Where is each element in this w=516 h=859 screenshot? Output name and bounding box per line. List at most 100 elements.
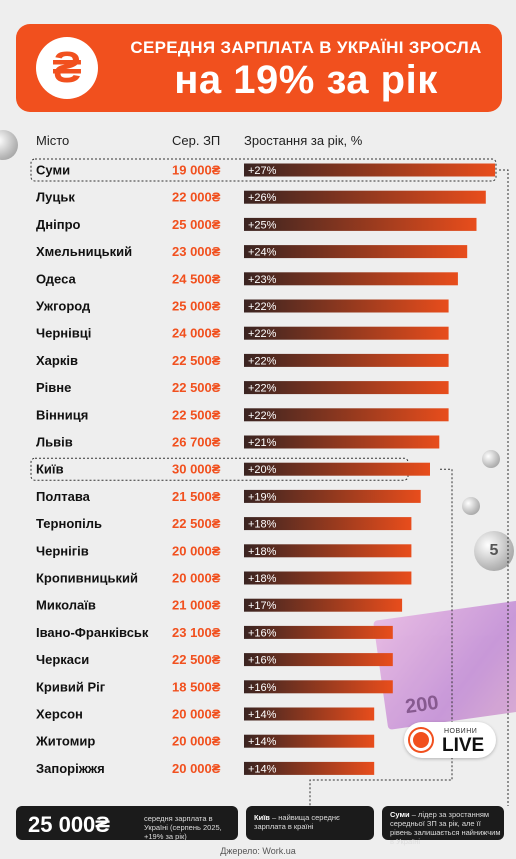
live-dot-icon [410, 729, 432, 751]
growth-bar-label: +14% [248, 736, 277, 748]
growth-bar-label: +22% [248, 410, 277, 422]
row-salary-value: 25 000₴ [172, 299, 221, 314]
growth-bar [244, 408, 449, 422]
row-salary-value: 23 000₴ [172, 244, 221, 259]
footer-kyiv-note: – найвища середнє зарплата в країні [254, 813, 340, 831]
footer-sumy-box: Суми – лідер за зростанням середньої ЗП … [382, 806, 504, 846]
kyiv-connector-line [309, 468, 453, 806]
growth-bar [244, 245, 468, 259]
growth-bar-label: +16% [248, 627, 277, 639]
row-salary-value: 22 000₴ [172, 190, 221, 205]
growth-bar [244, 462, 430, 476]
live-badge-big: LIVE [442, 735, 485, 756]
row-salary-value: 24 500₴ [172, 271, 221, 286]
growth-bar [244, 326, 449, 340]
growth-bar-label: +24% [248, 247, 277, 259]
row-city-label: Кривий Ріг [36, 679, 106, 694]
coin-icon [0, 130, 18, 160]
sumy-connector-line [499, 169, 509, 806]
row-city-label: Тернопіль [36, 516, 102, 531]
growth-bar [244, 653, 393, 667]
growth-bar-label: +27% [248, 165, 277, 177]
growth-bar-label: +25% [248, 219, 277, 231]
row-city-label: Запоріжжя [36, 761, 105, 776]
highlight-box [30, 457, 409, 481]
growth-bar-label: +16% [248, 655, 277, 667]
row-salary-value: 22 500₴ [172, 353, 221, 368]
growth-bar [244, 625, 393, 639]
footer-sumy-bold: Суми [390, 810, 410, 819]
row-city-label: Вінниця [36, 407, 88, 422]
growth-bar-label: +18% [248, 573, 277, 585]
growth-bar [244, 163, 496, 177]
column-header-city: Місто [36, 133, 70, 148]
growth-bar-label: +23% [248, 274, 277, 286]
row-salary-value: 26 700₴ [172, 435, 221, 450]
row-salary-value: 24 000₴ [172, 326, 221, 341]
growth-bar [244, 381, 449, 395]
row-city-label: Ужгород [36, 299, 91, 314]
growth-bar-label: +22% [248, 383, 277, 395]
growth-bar-label: +18% [248, 546, 277, 558]
row-salary-value: 22 500₴ [172, 652, 221, 667]
growth-bar [244, 353, 449, 367]
growth-bar [244, 544, 412, 558]
row-city-label: Івано-Франківськ [36, 625, 149, 640]
growth-bar [244, 217, 477, 231]
row-city-label: Черкаси [36, 652, 89, 667]
row-salary-value: 20 000₴ [172, 761, 221, 776]
live-news-badge: НОВИНИ LIVE [404, 722, 496, 758]
growth-bar-label: +26% [248, 192, 277, 204]
growth-bar-label: +20% [248, 464, 277, 476]
coin-five-icon: 5 [474, 531, 514, 571]
growth-bar-label: +14% [248, 709, 277, 721]
growth-bar [244, 299, 449, 313]
footer-average-box: 25 000₴ середня зарплата в Україні (серп… [16, 806, 238, 841]
row-city-label: Кропивницький [36, 571, 138, 586]
title-line2: на 19% за рік [174, 58, 438, 102]
growth-bar-label: +18% [248, 519, 277, 531]
row-salary-value: 20 000₴ [172, 571, 221, 586]
row-salary-value: 30 000₴ [172, 462, 221, 477]
column-header-salary: Сер. ЗП [172, 133, 221, 148]
growth-bar-label: +16% [248, 682, 277, 694]
growth-bar [244, 272, 458, 286]
growth-bar [244, 734, 375, 748]
row-salary-value: 22 500₴ [172, 380, 221, 395]
footer-average-value: 25 000₴ [28, 812, 110, 837]
row-city-label: Херсон [36, 707, 83, 722]
growth-bar [244, 571, 412, 585]
title-line1: СЕРЕДНЯ ЗАРПЛАТА В УКРАЇНІ ЗРОСЛА [130, 38, 482, 57]
row-city-label: Луцьк [36, 190, 75, 205]
row-city-label: Київ [36, 462, 64, 477]
growth-bar [244, 680, 393, 694]
row-salary-value: 23 100₴ [172, 625, 221, 640]
coin-icon [462, 497, 480, 515]
growth-bar-label: +22% [248, 328, 277, 340]
row-city-label: Львів [36, 435, 73, 450]
growth-bar [244, 489, 421, 503]
column-header-growth: Зростання за рік, % [244, 133, 363, 148]
row-city-label: Житомир [35, 734, 95, 749]
row-salary-value: 22 500₴ [172, 407, 221, 422]
growth-bar-label: +21% [248, 437, 277, 449]
row-salary-value: 21 000₴ [172, 598, 221, 613]
footer-kyiv-bold: Київ [254, 813, 270, 822]
row-salary-value: 18 500₴ [172, 679, 221, 694]
growth-bar [244, 761, 375, 775]
growth-bar-label: +17% [248, 600, 277, 612]
row-salary-value: 25 000₴ [172, 217, 221, 232]
live-badge-small: НОВИНИ [444, 728, 478, 735]
hryvnia-logo-icon: ₴ [36, 37, 98, 99]
row-salary-value: 21 500₴ [172, 489, 221, 504]
growth-bar [244, 435, 440, 449]
row-salary-value: 22 500₴ [172, 516, 221, 531]
growth-bar-label: +19% [248, 491, 277, 503]
row-city-label: Чернівці [36, 326, 91, 341]
growth-bar-label: +22% [248, 355, 277, 367]
row-city-label: Суми [36, 163, 70, 178]
row-salary-value: 20 000₴ [172, 543, 221, 558]
header-banner: ₴ СЕРЕДНЯ ЗАРПЛАТА В УКРАЇНІ ЗРОСЛА на 1… [16, 24, 502, 112]
row-salary-value: 20 000₴ [172, 734, 221, 749]
